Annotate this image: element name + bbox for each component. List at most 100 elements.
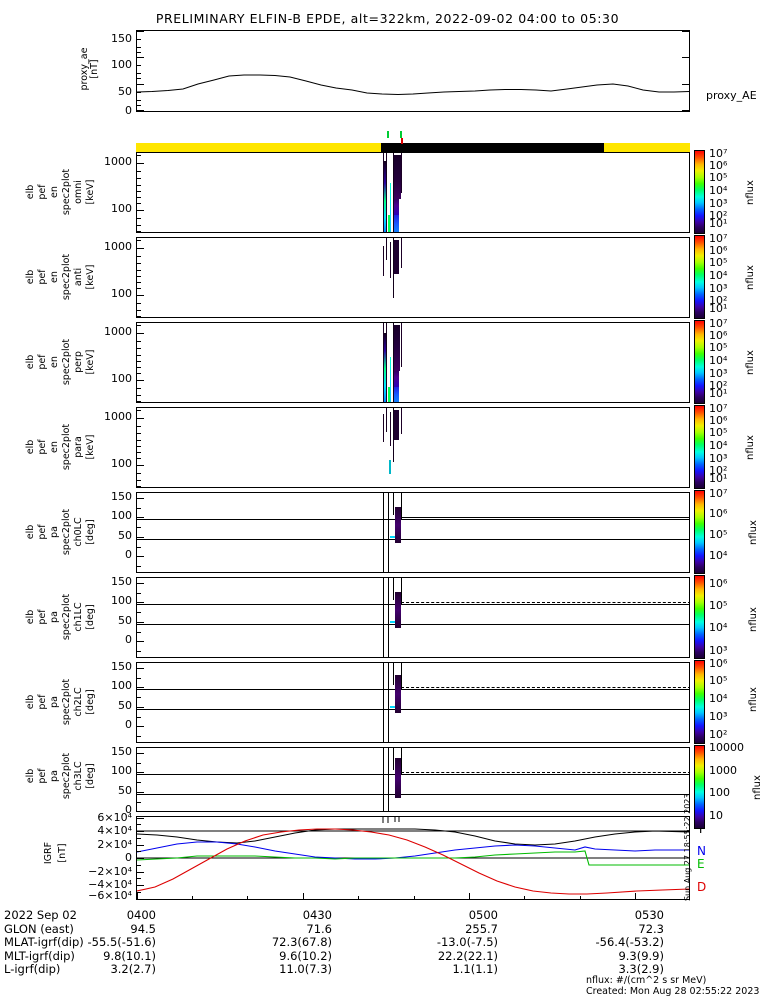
xtick xyxy=(524,896,525,899)
lc-line-lower xyxy=(137,709,689,710)
footer-value: -55.5(-51.6) xyxy=(87,935,156,950)
tick xyxy=(137,566,141,567)
ylabel-part: en xyxy=(49,441,60,453)
tick xyxy=(137,892,141,893)
tick xyxy=(137,197,141,198)
spec-column xyxy=(395,592,401,628)
tick xyxy=(137,395,141,396)
ytick-label: −2×10⁴ xyxy=(88,865,132,878)
lc-line-lower xyxy=(137,539,689,540)
cbar-label: 10² xyxy=(709,294,728,307)
cbar-title: nflux xyxy=(752,775,763,800)
spec-column xyxy=(383,578,384,657)
ytick-label: 0 xyxy=(125,633,132,646)
tick xyxy=(137,410,141,411)
ytick-label: 2×10⁴ xyxy=(97,838,132,851)
tick xyxy=(137,341,141,342)
spec-column xyxy=(388,663,389,742)
spec-column xyxy=(390,412,391,446)
ylabel-part: [deg] xyxy=(85,604,96,630)
tick xyxy=(137,858,144,859)
ylabel-part: spec2plot xyxy=(61,338,72,386)
colorbar-en-perp xyxy=(694,320,705,404)
tick xyxy=(137,348,141,349)
tick xyxy=(137,763,141,764)
ytick-label: −4×10⁴ xyxy=(88,878,132,891)
cbar-label: 10⁴ xyxy=(709,354,728,367)
day-night-bar xyxy=(136,143,690,152)
ytick-label: 0 xyxy=(125,104,132,117)
ytick-label: 4×10⁴ xyxy=(97,824,132,837)
spec-column xyxy=(383,414,384,442)
tick xyxy=(137,678,141,679)
cbar-label: 10000 xyxy=(709,741,744,754)
ylabel-part: anti xyxy=(73,267,84,287)
pa-ch0lc-ylabel: spec2plot xyxy=(61,493,72,571)
en-anti-ylabel: spec2plot xyxy=(61,238,72,316)
spec-column xyxy=(401,153,402,193)
cbar-label: 10⁶ xyxy=(709,329,728,342)
pa-ch2lc-ylabel: [deg] xyxy=(85,663,96,741)
tick xyxy=(137,84,144,85)
spec-column xyxy=(401,748,402,774)
tick xyxy=(137,583,144,584)
panel-pa-ch1lc xyxy=(136,577,690,658)
ylabel-part: pa xyxy=(49,611,60,623)
pa-ch0lc-ylabel: [deg] xyxy=(85,493,96,571)
spec-column xyxy=(383,663,384,742)
pa-ch3lc-ylabel: spec2plot xyxy=(61,741,72,811)
cbar-label: 10⁷ xyxy=(709,232,728,245)
tick xyxy=(137,191,141,192)
tick xyxy=(137,380,144,381)
spec-column xyxy=(383,493,384,572)
panel-en-para xyxy=(136,407,690,488)
en-perp-ylabel: elb xyxy=(25,323,36,401)
spec-column xyxy=(393,663,394,685)
footer-value: 0530 xyxy=(634,908,664,922)
ylabel-part: pef xyxy=(37,184,48,200)
tick xyxy=(137,632,141,633)
cbar-label: 10⁶ xyxy=(709,244,728,257)
spec-column xyxy=(393,408,394,462)
footer-value: 22.2(22.1) xyxy=(437,948,498,963)
cbar-label: 10³ xyxy=(709,710,728,723)
footer-value: 9.8(10.1) xyxy=(103,948,156,963)
tick xyxy=(137,92,141,93)
pa-ch1lc-ylabel: spec2plot xyxy=(61,578,72,656)
spec-column xyxy=(386,323,387,402)
colorbar-pa-ch1lc xyxy=(694,575,705,659)
cbar-label: 10³ xyxy=(709,452,728,465)
tick xyxy=(137,458,141,459)
ytick-label: 6×10⁴ xyxy=(97,811,132,824)
tick xyxy=(137,641,144,642)
pa-ch3lc-ylabel: [deg] xyxy=(85,741,96,811)
tick xyxy=(137,155,141,156)
panel-proxy-ae xyxy=(136,30,690,112)
spec-column xyxy=(394,387,399,402)
tick xyxy=(137,303,141,304)
cbar-label: 1000 xyxy=(709,764,737,777)
cbar-label: 10 xyxy=(709,809,723,822)
ylabel-part: spec2plot xyxy=(61,678,72,726)
footer-value: 0500 xyxy=(468,908,498,922)
pa-ch1lc-ylabel: pef xyxy=(37,578,48,656)
footer-value: 1.1(1.1) xyxy=(452,962,498,977)
spec-column xyxy=(401,493,402,519)
cbar-label: 100 xyxy=(709,786,730,799)
tick xyxy=(137,498,144,499)
footer-value: 72.3(67.8) xyxy=(271,935,332,950)
ylabel-part: pa xyxy=(49,696,60,708)
tick xyxy=(137,707,144,708)
tick xyxy=(137,452,141,453)
en-perp-ylabel: pef xyxy=(37,323,48,401)
en-anti-ylabel: en xyxy=(49,238,60,316)
ylabel-part: [deg] xyxy=(85,763,96,789)
tick xyxy=(137,282,141,283)
cbar-label: 10² xyxy=(709,464,728,477)
spec-column xyxy=(388,748,389,811)
tick xyxy=(137,248,144,249)
ylabel-part: pa xyxy=(49,770,60,782)
spec-column xyxy=(401,408,402,434)
tick xyxy=(137,851,141,852)
ylabel-part: para xyxy=(73,436,84,458)
